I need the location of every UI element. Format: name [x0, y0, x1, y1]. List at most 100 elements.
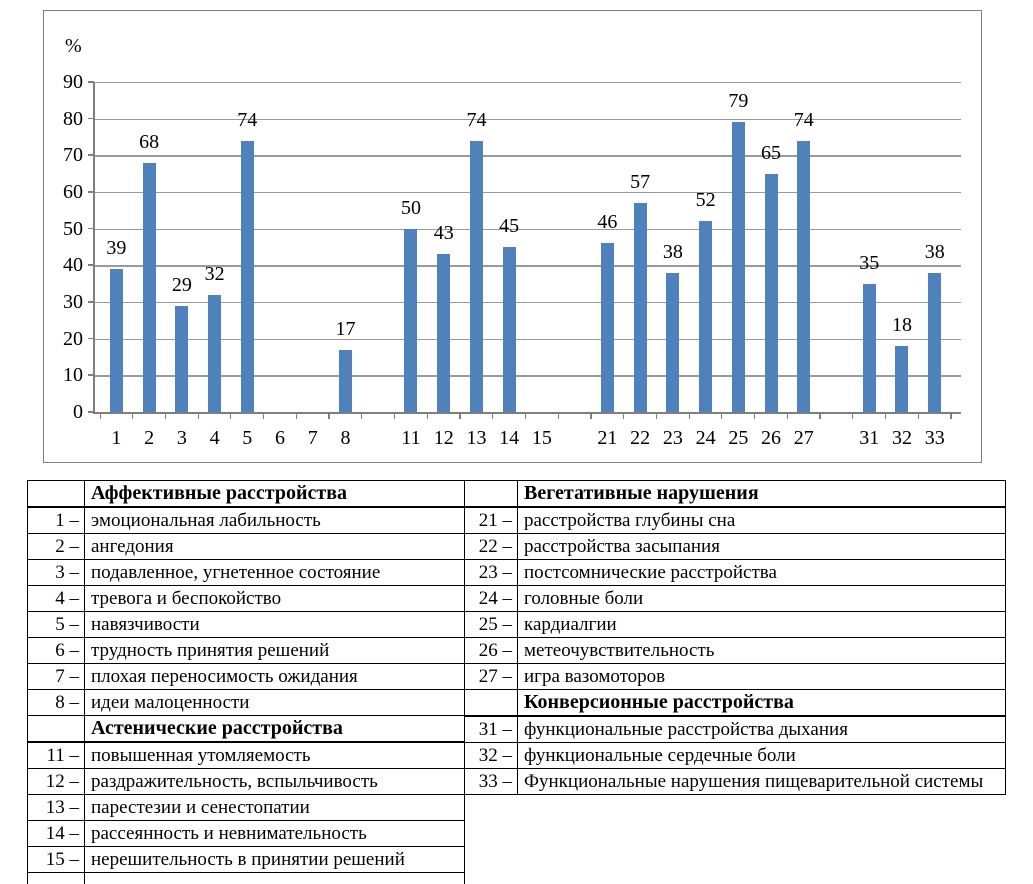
row-label: парестезии и сенестопатии — [85, 795, 465, 821]
row-label: подавленное, угнетенное состояние — [85, 560, 465, 586]
bar-value-label: 46 — [597, 211, 617, 234]
row-number: 22 – — [465, 534, 518, 560]
bar-value-label: 43 — [434, 222, 454, 245]
x-axis-tick-label: 22 — [630, 427, 650, 450]
legend-row: 24 –головные боли — [465, 586, 1006, 612]
x-axis-tick-label: 4 — [210, 427, 220, 450]
legend-partial-row — [28, 873, 465, 884]
bar-value-label: 17 — [336, 318, 356, 341]
y-axis-tick-label: 30 — [39, 289, 83, 315]
bar-category-12 — [437, 254, 450, 412]
row-label: повышенная утомляемость — [85, 742, 465, 769]
x-axis-tick-label: 21 — [597, 427, 617, 450]
x-axis-tick-label: 3 — [177, 427, 187, 450]
y-axis-tick-label: 10 — [39, 362, 83, 388]
bar-value-label: 79 — [728, 90, 748, 113]
row-number: 11 – — [28, 742, 85, 769]
bar-category-11 — [404, 229, 417, 412]
legend-row: 27 –игра вазомоторов — [465, 664, 1006, 690]
x-axis-tick-label: 5 — [242, 427, 252, 450]
legend-row: 31 –функциональные расстройства дыхания — [465, 716, 1006, 743]
x-axis-tick-label: 14 — [499, 427, 519, 450]
row-label: тревога и беспокойство — [85, 586, 465, 612]
y-axis-tick — [88, 374, 94, 376]
bar-category-23 — [666, 273, 679, 412]
row-label-cell — [85, 873, 465, 884]
legend-row: 23 –постсомнические расстройства — [465, 560, 1006, 586]
legend-row: 14 –рассеянность и невнимательность — [28, 821, 465, 847]
x-axis-tick-label: 7 — [308, 427, 318, 450]
row-number: 5 – — [28, 612, 85, 638]
row-number: 15 – — [28, 847, 85, 873]
bar-value-label: 68 — [139, 131, 159, 154]
legend-row: 13 –парестезии и сенестопатии — [28, 795, 465, 821]
row-label: плохая переносимость ожидания — [85, 664, 465, 690]
legend-section-header-row: Конверсионные расстройства — [465, 690, 1006, 717]
category-slot-7: 7 — [296, 82, 329, 412]
x-axis-tick-label: 2 — [144, 427, 154, 450]
row-number: 6 – — [28, 638, 85, 664]
x-axis-tick-label: 24 — [696, 427, 716, 450]
bar-category-27 — [797, 141, 810, 412]
category-slot-15: 15 — [526, 82, 559, 412]
x-axis-tick-label: 1 — [111, 427, 121, 450]
y-axis-tick — [88, 191, 94, 193]
row-number: 2 – — [28, 534, 85, 560]
row-number: 4 – — [28, 586, 85, 612]
bar-value-label: 39 — [106, 237, 126, 260]
y-axis-tick-label: 40 — [39, 252, 83, 278]
x-axis-tick-label: 6 — [275, 427, 285, 450]
row-label: навязчивости — [85, 612, 465, 638]
bar-value-label: 32 — [205, 263, 225, 286]
row-label: игра вазомоторов — [518, 664, 1006, 690]
y-axis-tick — [88, 154, 94, 156]
y-axis-unit-label: % — [65, 35, 82, 58]
x-axis-tick-label: 11 — [401, 427, 420, 450]
row-number-cell — [465, 481, 518, 508]
y-axis-tick — [88, 338, 94, 340]
bar-category-21 — [601, 243, 614, 412]
row-number: 32 – — [465, 743, 518, 769]
y-axis-tick-label: 80 — [39, 106, 83, 132]
y-axis-tick-label: 70 — [39, 142, 83, 168]
y-axis-tick-label: 60 — [39, 179, 83, 205]
row-label: расстройства засыпания — [518, 534, 1006, 560]
y-axis-tick — [88, 411, 94, 413]
legend-row: 26 –метеочувствительность — [465, 638, 1006, 664]
row-label: нерешительность в принятии решений — [85, 847, 465, 873]
row-number: 3 – — [28, 560, 85, 586]
bar-value-label: 57 — [630, 171, 650, 194]
row-label: рассеянность и невнимательность — [85, 821, 465, 847]
x-axis-tick-label: 32 — [892, 427, 912, 450]
category-slot-empty — [820, 82, 853, 412]
bar-category-4 — [208, 295, 221, 412]
row-label: функциональные расстройства дыхания — [518, 716, 1006, 743]
y-axis-tick — [88, 264, 94, 266]
section-header-label: Вегетативные нарушения — [518, 481, 1006, 508]
row-number: 14 – — [28, 821, 85, 847]
x-axis-tick-label: 15 — [532, 427, 552, 450]
legend-row: 32 –функциональные сердечные боли — [465, 743, 1006, 769]
x-axis-tick-label: 25 — [728, 427, 748, 450]
row-label: головные боли — [518, 586, 1006, 612]
bar-value-label: 74 — [466, 109, 486, 132]
row-label: эмоциональная лабильность — [85, 507, 465, 534]
x-axis-tick-label: 13 — [466, 427, 486, 450]
row-number: 21 – — [465, 507, 518, 534]
row-label: постсомнические расстройства — [518, 560, 1006, 586]
bar-category-3 — [175, 306, 188, 412]
x-axis-line — [93, 412, 961, 414]
x-axis-tick-label: 31 — [859, 427, 879, 450]
bar-value-label: 74 — [237, 109, 257, 132]
